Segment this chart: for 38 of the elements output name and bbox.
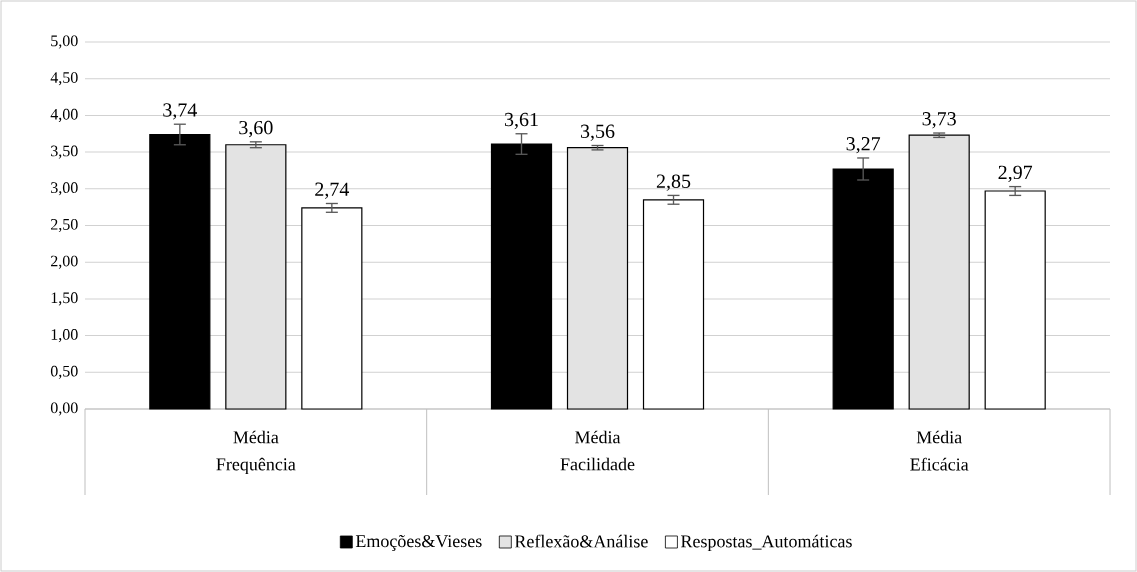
- x-tick-label: Frequência: [216, 457, 296, 475]
- y-tick-label: 2,50: [51, 218, 78, 233]
- bar: [908, 134, 970, 410]
- bar: [984, 190, 1046, 410]
- y-tick-label: 4,50: [50, 72, 78, 86]
- y-tick-label: 3,50: [51, 145, 78, 159]
- y-tick-label: 3,00: [51, 182, 78, 196]
- data-label: 3,27: [846, 137, 881, 154]
- bar: [225, 144, 287, 410]
- y-tick-label: 5,00: [51, 35, 78, 49]
- data-label: 2,74: [315, 182, 350, 199]
- bar: [642, 199, 705, 410]
- y-tick-label: 4,00: [50, 108, 78, 122]
- text: Média: [916, 430, 962, 444]
- y-tick-label: 0,50: [50, 365, 78, 379]
- data-label: 2,85: [656, 174, 691, 191]
- bar: [301, 207, 363, 410]
- y-tick-label: 2,00: [51, 255, 78, 269]
- bar: [832, 168, 894, 410]
- bar: [566, 147, 629, 410]
- data-label: 3,74: [163, 103, 198, 120]
- y-tick-label: 1,50: [51, 292, 78, 306]
- y-tick-label: 0,00: [50, 402, 78, 416]
- x-tick-label: Eficácia: [910, 457, 969, 471]
- data-label: 2,97: [998, 165, 1033, 182]
- data-label: 3,61: [504, 112, 538, 130]
- y-tick-label: 1,00: [51, 329, 78, 343]
- legend-label: Emoções&Vieses: [355, 534, 482, 551]
- bar: [490, 143, 553, 410]
- bar: [149, 133, 211, 410]
- legend-label: Respostas_Automáticas: [680, 534, 852, 552]
- data-label: 3,73: [922, 112, 956, 129]
- data-label: 3,60: [239, 120, 273, 138]
- data-label: 3,56: [580, 124, 615, 141]
- legend-label: Reflexão&Análise: [514, 534, 648, 548]
- text: Média: [575, 430, 621, 444]
- x-tick-label: Facilidade: [560, 457, 635, 471]
- text: Média: [233, 430, 279, 444]
